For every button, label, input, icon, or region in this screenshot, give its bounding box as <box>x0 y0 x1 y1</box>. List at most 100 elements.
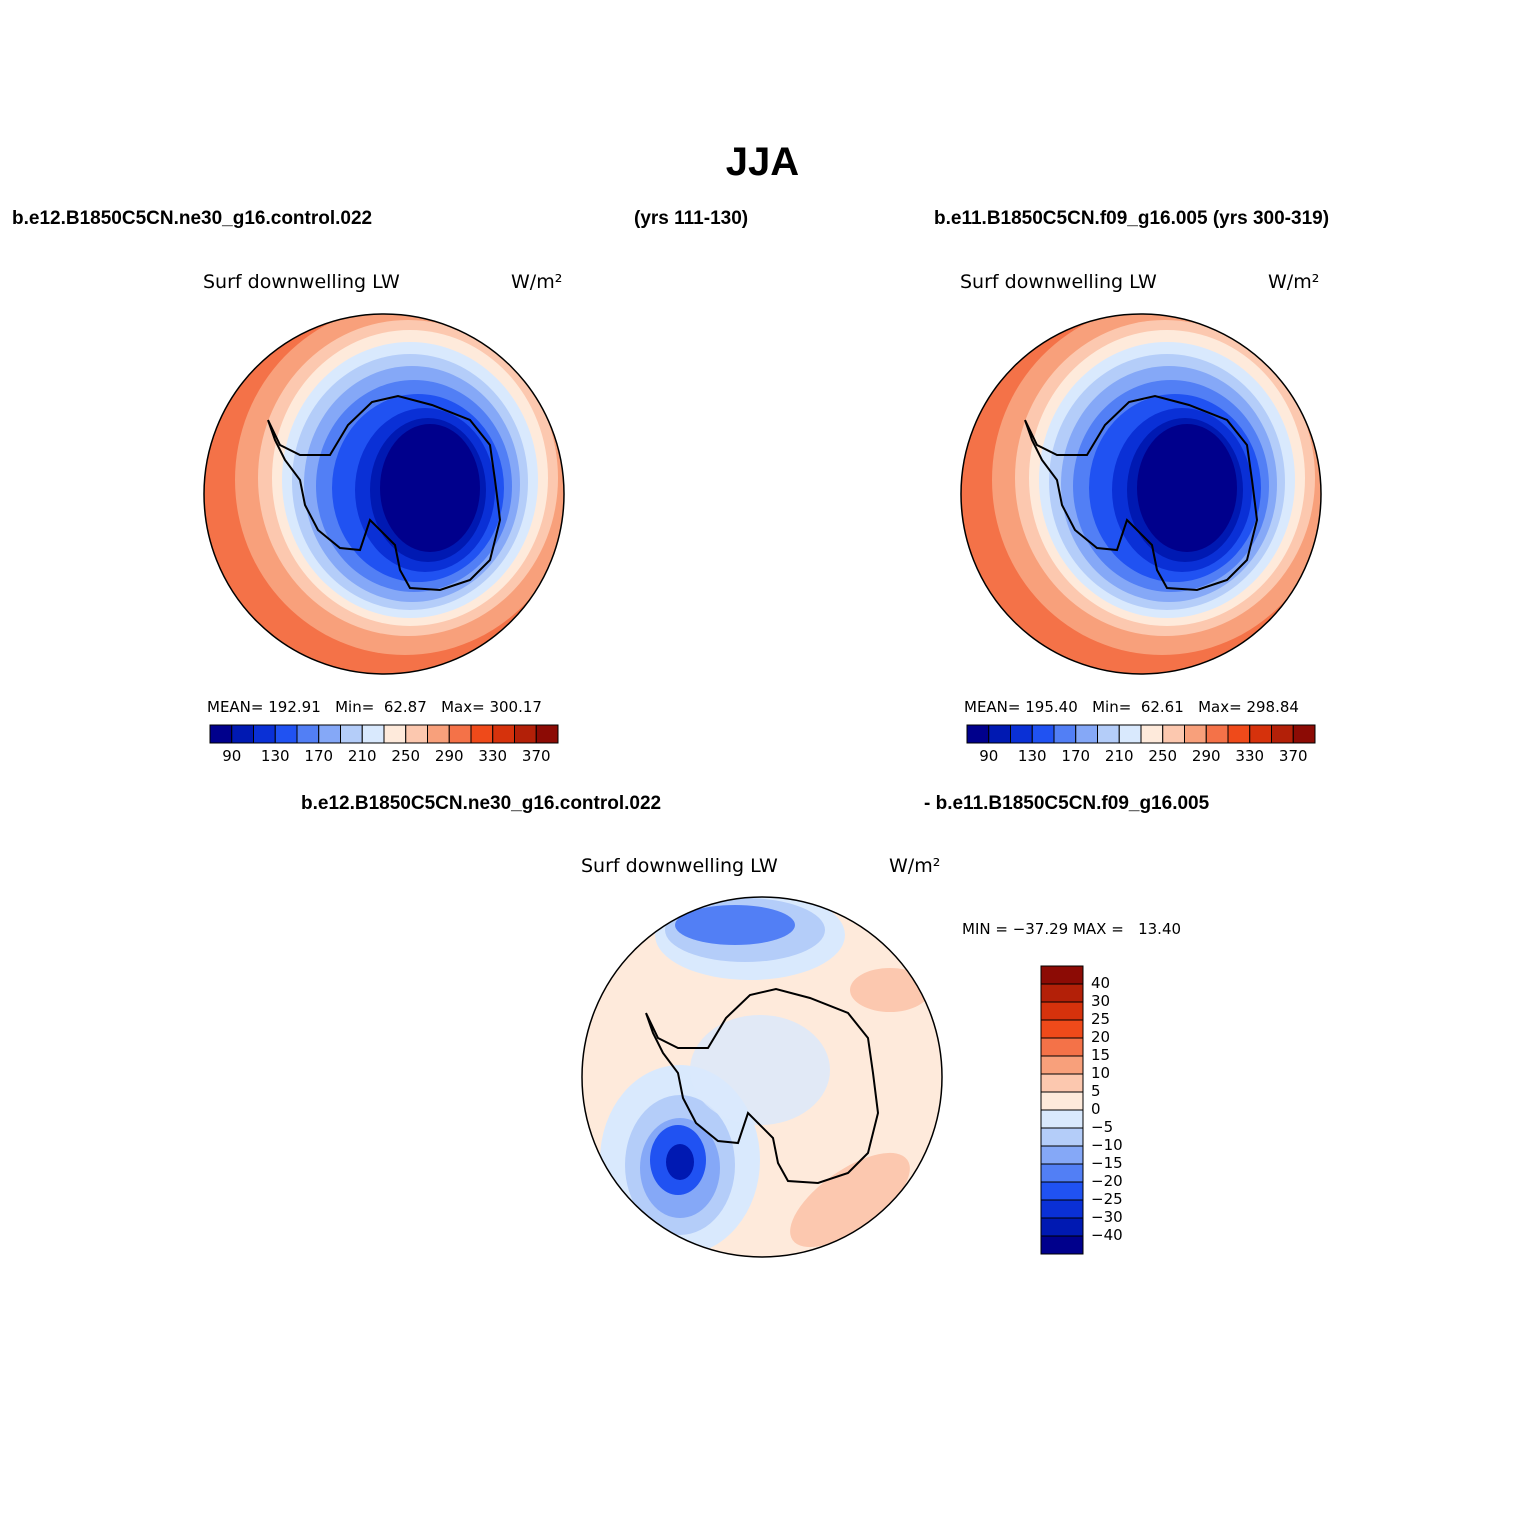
case1-header: b.e12.B1850C5CN.ne30_g16.control.022 <box>12 208 373 229</box>
colorbar-swatch <box>1040 1019 1084 1039</box>
colorbar-swatch <box>1271 724 1294 744</box>
colorbar-swatch <box>209 724 233 744</box>
colorbar-tick-label: −40 <box>1091 1226 1123 1244</box>
panel3-variable: Surf downwelling LW <box>581 855 778 877</box>
colorbar-swatch <box>966 724 990 744</box>
colorbar-swatch <box>514 724 537 744</box>
colorbar-swatch <box>1292 724 1316 744</box>
colorbar-swatch <box>1040 1235 1084 1255</box>
colorbar-swatch <box>470 724 494 744</box>
colorbar-swatch <box>1040 1001 1084 1021</box>
colorbar-swatch <box>492 724 515 744</box>
colorbar-swatch <box>535 724 559 744</box>
colorbar-tick-label: 170 <box>304 747 334 765</box>
colorbar-tick-label: −15 <box>1091 1154 1123 1172</box>
colorbar-tick-label: 130 <box>1017 747 1047 765</box>
colorbar-swatch <box>1040 1127 1084 1147</box>
diff-case2: - b.e11.B1850C5CN.f09_g16.005 <box>924 793 1210 814</box>
colorbar-tick-label: 290 <box>1191 747 1221 765</box>
colorbar-swatch <box>1040 1181 1084 1201</box>
colorbar-tick-label: −10 <box>1091 1136 1123 1154</box>
colorbar-swatch <box>1040 1109 1084 1129</box>
colorbar-swatch <box>383 724 407 744</box>
colorbar-tick-label: 90 <box>222 747 242 765</box>
colorbar-swatch <box>1040 1073 1084 1093</box>
colorbar-swatch <box>231 724 254 744</box>
colorbar-tick-label: 15 <box>1091 1046 1111 1064</box>
colorbar-tick-label: 40 <box>1091 974 1111 992</box>
panel2-units: W/m² <box>1268 271 1320 293</box>
colorbar-swatch <box>1040 1037 1084 1057</box>
diff-case1: b.e12.B1850C5CN.ne30_g16.control.022 <box>301 793 662 814</box>
panel2-variable: Surf downwelling LW <box>960 271 1157 293</box>
colorbar-tick-label: 370 <box>1278 747 1308 765</box>
panel1-stats: MEAN= 192.91 Min= 62.87 Max= 300.17 <box>207 698 542 716</box>
colorbar-swatch <box>1040 1199 1084 1219</box>
panel2-map <box>961 314 1321 674</box>
colorbar-swatch <box>1075 724 1098 744</box>
colorbar-tick-label: 0 <box>1091 1100 1101 1118</box>
colorbar-swatch <box>1227 724 1251 744</box>
panel3-colorbar <box>1040 965 1084 1255</box>
colorbar-swatch <box>361 724 385 744</box>
colorbar-swatch <box>405 724 428 744</box>
colorbar-tick-label: −30 <box>1091 1208 1123 1226</box>
panel1-units: W/m² <box>511 271 563 293</box>
colorbar-swatch <box>296 724 320 744</box>
colorbar-swatch <box>1040 1091 1084 1111</box>
colorbar-tick-label: 170 <box>1061 747 1091 765</box>
colorbar-swatch <box>1040 1217 1084 1237</box>
colorbar-swatch <box>1140 724 1164 744</box>
colorbar-tick-label: −25 <box>1091 1190 1123 1208</box>
colorbar-swatch <box>1040 1163 1084 1183</box>
colorbar-tick-label: 30 <box>1091 992 1111 1010</box>
colorbar-tick-label: 210 <box>1104 747 1134 765</box>
colorbar-swatch <box>427 724 450 744</box>
colorbar-swatch <box>1184 724 1207 744</box>
colorbar-tick-label: 250 <box>391 747 421 765</box>
colorbar-tick-label: −5 <box>1091 1118 1114 1136</box>
colorbar-swatch <box>448 724 472 744</box>
colorbar-swatch <box>1249 724 1272 744</box>
colorbar-swatch <box>988 724 1011 744</box>
panel3-units: W/m² <box>889 855 941 877</box>
colorbar-swatch <box>1162 724 1185 744</box>
colorbar-swatch <box>1010 724 1033 744</box>
colorbar-tick-label: 130 <box>260 747 290 765</box>
colorbar-tick-label: 5 <box>1091 1082 1101 1100</box>
colorbar-swatch <box>1205 724 1229 744</box>
colorbar-tick-label: 90 <box>979 747 999 765</box>
colorbar-swatch <box>253 724 276 744</box>
colorbar-swatch <box>1097 724 1120 744</box>
colorbar-swatch <box>1031 724 1055 744</box>
colorbar-tick-label: 330 <box>1235 747 1265 765</box>
colorbar-tick-label: 370 <box>521 747 551 765</box>
colorbar-swatch <box>318 724 341 744</box>
colorbar-tick-label: 250 <box>1148 747 1178 765</box>
colorbar-swatch <box>274 724 298 744</box>
colorbar-tick-label: −20 <box>1091 1172 1123 1190</box>
colorbar-swatch <box>1040 965 1084 985</box>
colorbar-tick-label: 330 <box>478 747 508 765</box>
colorbar-swatch <box>1053 724 1077 744</box>
colorbar-tick-label: 10 <box>1091 1064 1111 1082</box>
colorbar-tick-label: 20 <box>1091 1028 1111 1046</box>
colorbar-tick-label: 210 <box>347 747 377 765</box>
colorbar-swatch <box>1118 724 1142 744</box>
colorbar-swatch <box>340 724 363 744</box>
panel3-minmax: MIN = −37.29 MAX = 13.40 <box>962 920 1182 938</box>
panel1-map <box>204 314 564 674</box>
panel3-map <box>582 897 942 1257</box>
case1-years: (yrs 111-130) <box>634 208 749 229</box>
colorbar-swatch <box>1040 983 1084 1003</box>
panel2-stats: MEAN= 195.40 Min= 62.61 Max= 298.84 <box>964 698 1299 716</box>
panel2-colorbar <box>966 724 1316 744</box>
panel1-colorbar <box>209 724 559 744</box>
colorbar-tick-label: 25 <box>1091 1010 1111 1028</box>
colorbar-swatch <box>1040 1055 1084 1075</box>
case2-header: b.e11.B1850C5CN.f09_g16.005 (yrs 300-319… <box>934 208 1330 229</box>
panel1-variable: Surf downwelling LW <box>203 271 400 293</box>
figure-title: JJA <box>725 140 800 184</box>
colorbar-tick-label: 290 <box>434 747 464 765</box>
